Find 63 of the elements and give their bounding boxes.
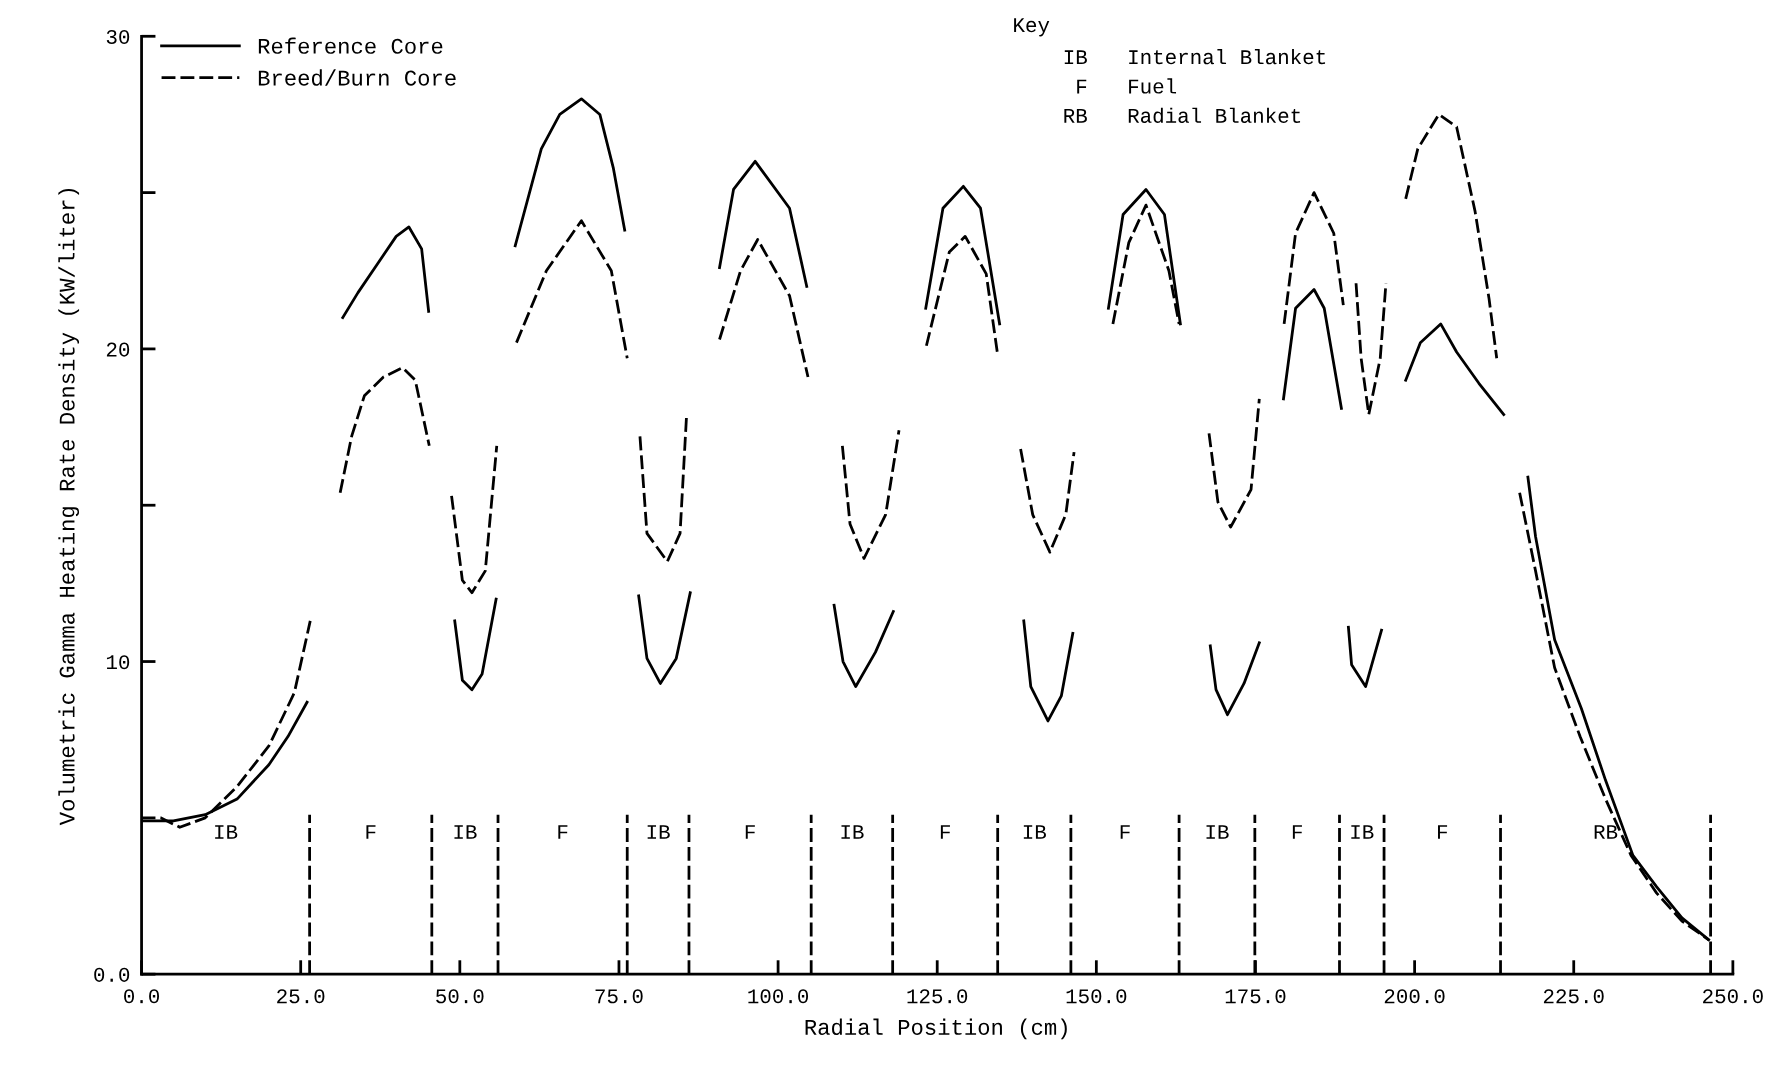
y-tick-label: 20 (106, 342, 130, 357)
y-tick-label: 0.0 (94, 967, 130, 982)
annotation: Radial Blanket (1128, 107, 1301, 124)
line-series (638, 416, 688, 563)
line-series (1022, 619, 1075, 723)
x-tick-label: 100.0 (748, 989, 809, 1004)
y-tick-label: 30 (106, 29, 130, 45)
annotation: IB (647, 825, 670, 839)
annotation: IB (215, 825, 238, 839)
line-series (1208, 641, 1261, 717)
x-axis-title: Radial Position (cm) (805, 1018, 1067, 1040)
line-series (1019, 447, 1076, 554)
x-tick-label: 150.0 (1066, 989, 1127, 1004)
line-series (1207, 397, 1261, 529)
annotation: F (1077, 79, 1087, 94)
line-series (1404, 113, 1499, 360)
x-tick-label: 125.0 (907, 989, 968, 1004)
line-series (832, 603, 895, 688)
line-series (341, 225, 431, 320)
annotation: RB (1064, 109, 1087, 123)
line-series (718, 159, 809, 288)
line-series (924, 184, 1001, 326)
line-series (637, 591, 692, 685)
line-series (515, 219, 629, 360)
annotation: RB (1594, 825, 1618, 839)
line-series (840, 428, 901, 560)
line-series (338, 366, 431, 495)
annotation: Key (1014, 18, 1050, 37)
annotation: IB (1023, 825, 1046, 839)
x-tick-label: 200.0 (1384, 989, 1445, 1004)
annotation: Internal Blanket (1129, 48, 1326, 65)
annotation: F (745, 825, 755, 839)
line-series (453, 597, 498, 692)
annotation: IB (1206, 825, 1229, 839)
annotation: F (1438, 825, 1448, 839)
line-series (513, 97, 627, 248)
x-tick-label: 175.0 (1225, 989, 1286, 1004)
annotation: Fuel (1129, 78, 1177, 94)
x-tick-label: 25.0 (277, 989, 325, 1004)
line-series (1282, 191, 1345, 326)
x-tick-label: 0.0 (124, 989, 160, 1004)
legend-label: Reference Core (258, 37, 443, 54)
x-tick-label: 225.0 (1543, 989, 1604, 1004)
line-series (1404, 322, 1506, 416)
legend-label: Breed/Burn Core (258, 69, 456, 86)
annotation: IB (454, 825, 477, 839)
annotation: IB (1064, 50, 1087, 65)
x-tick-label: 250.0 (1703, 989, 1763, 1004)
annotation: F (558, 825, 568, 839)
y-tick-label: 10 (106, 655, 130, 670)
annotation: F (366, 825, 376, 839)
annotation: F (1292, 825, 1302, 839)
annotation: IB (841, 825, 864, 839)
y-axis-title: Volumetric Gamma Heating Rate Density (KW/liter) (58, 188, 80, 826)
line-series (1347, 625, 1383, 688)
line-series (718, 238, 810, 379)
annotation: IB (1351, 825, 1374, 839)
line-series (450, 444, 499, 595)
x-tick-label: 50.0 (436, 989, 484, 1004)
annotation: F (940, 825, 950, 839)
line-series (1282, 288, 1343, 410)
x-tick-label: 75.0 (595, 989, 643, 1004)
annotation: F (1120, 825, 1130, 839)
